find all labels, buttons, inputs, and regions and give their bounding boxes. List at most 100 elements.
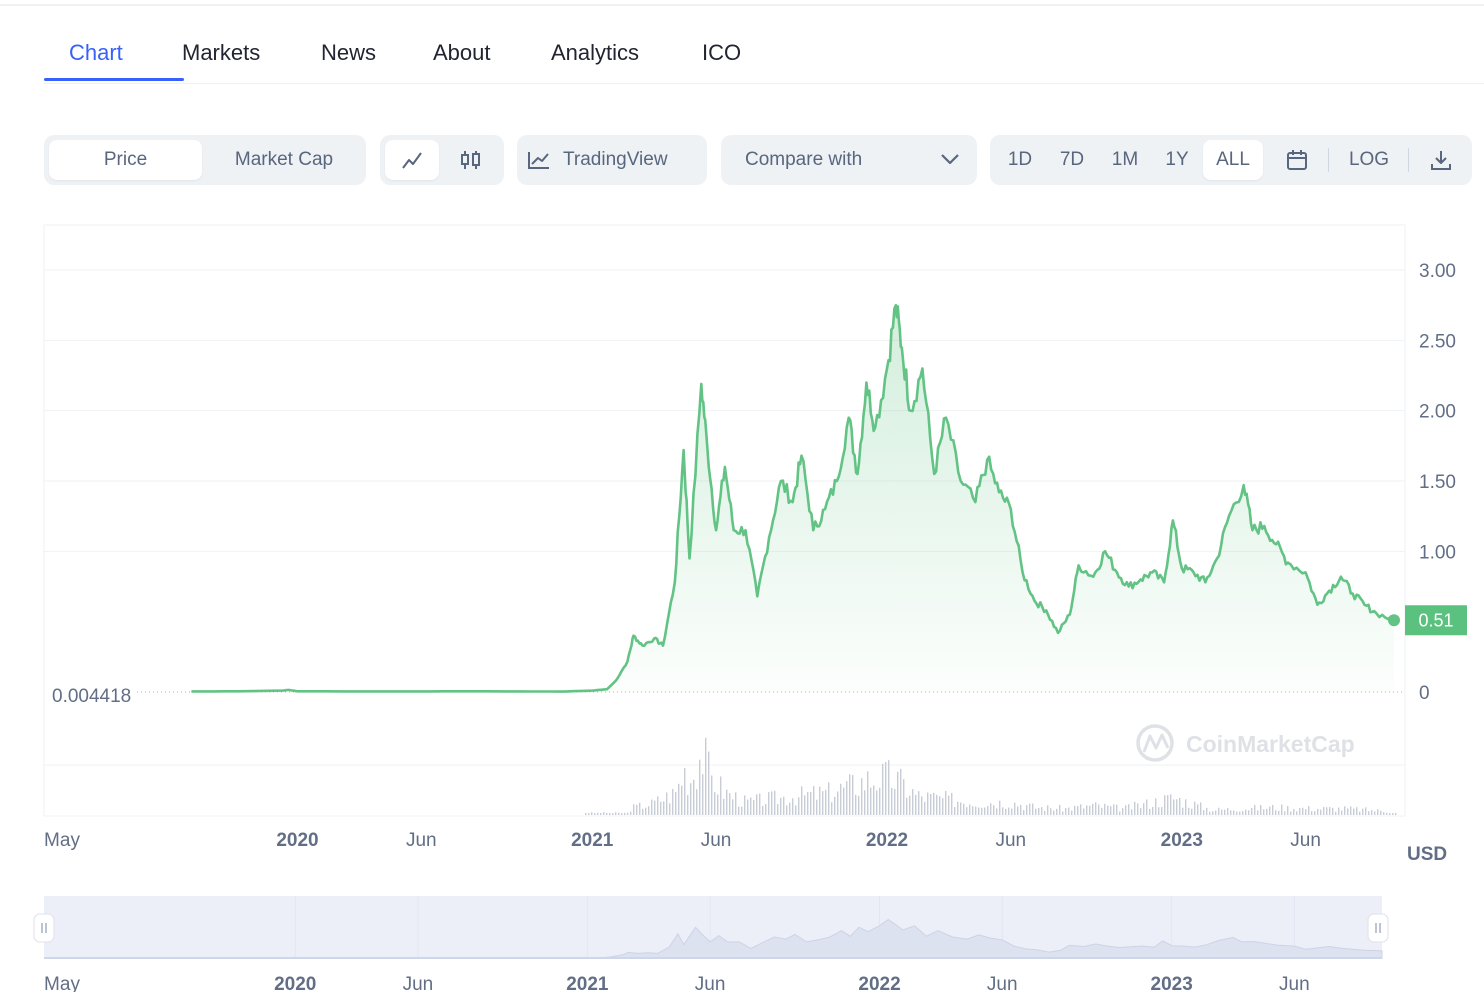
compare-with-label: Compare with: [745, 149, 863, 170]
volume-bar: [981, 807, 983, 815]
volume-bar: [687, 795, 689, 815]
volume-bar: [1005, 808, 1007, 815]
volume-bar: [966, 807, 968, 815]
log-scale-toggle[interactable]: LOG: [1348, 149, 1390, 170]
volume-bar: [1140, 807, 1142, 815]
navigator-handle-left-body[interactable]: [33, 913, 55, 943]
volume-bar: [642, 808, 644, 815]
volume-bar: [825, 789, 827, 815]
volume-bar: [828, 782, 830, 815]
volume-bar: [1170, 794, 1172, 815]
volume-bar: [1188, 807, 1190, 815]
volume-bar: [690, 783, 692, 815]
volume-bar: [1017, 806, 1019, 815]
volume-bar: [1269, 806, 1271, 815]
volume-bar: [894, 788, 896, 815]
tab-analytics[interactable]: Analytics: [551, 40, 640, 65]
market-cap-option[interactable]: Market Cap: [234, 149, 334, 170]
volume-bar: [993, 805, 995, 815]
x-tick-label: 2022: [866, 830, 908, 851]
tab-ico[interactable]: ICO: [702, 40, 742, 65]
volume-bar: [1053, 810, 1055, 815]
start-price-label: 0.004418: [52, 686, 131, 707]
tab-news[interactable]: News: [321, 40, 377, 65]
tab-markets[interactable]: Markets: [182, 40, 261, 65]
volume-bar: [744, 795, 746, 815]
volume-bar: [624, 812, 626, 815]
range-1d[interactable]: 1D: [1007, 149, 1033, 170]
volume-bar: [1311, 811, 1313, 815]
volume-bar: [639, 802, 641, 815]
volume-bar: [747, 799, 749, 815]
volume-bar: [1071, 810, 1073, 815]
volume-bar: [1242, 811, 1244, 815]
volume-bar: [609, 813, 611, 815]
volume-bar: [810, 791, 812, 815]
price-option[interactable]: Price: [49, 140, 202, 180]
volume-bar: [1122, 808, 1124, 815]
volume-bar: [1089, 805, 1091, 815]
y-tick-label: 0: [1419, 683, 1430, 704]
line-chart-button[interactable]: [385, 140, 439, 180]
range-7d[interactable]: 7D: [1059, 149, 1085, 170]
tab-chart[interactable]: Chart: [69, 40, 123, 65]
chevron-down-icon: [941, 154, 959, 165]
volume-bar: [717, 794, 719, 815]
y-tick-label: 1.00: [1419, 542, 1456, 563]
volume-bar: [1149, 808, 1151, 815]
volume-bar: [678, 783, 680, 815]
navigator-handle-left[interactable]: [33, 913, 55, 943]
volume-bar: [1287, 805, 1289, 815]
date-picker-button[interactable]: [1274, 140, 1320, 180]
volume-bar: [1128, 804, 1130, 815]
range-divider-2: [1408, 148, 1409, 172]
current-price-dot: [1388, 614, 1400, 627]
volume-bar: [1251, 808, 1253, 815]
x-tick-label: 2021: [571, 830, 614, 851]
navigator-tick-label: Jun: [987, 974, 1018, 992]
price-line: [191, 303, 1396, 693]
navigator-handle-right[interactable]: [1367, 913, 1389, 943]
volume-bar: [1221, 809, 1223, 815]
download-button[interactable]: [1418, 140, 1464, 180]
volume-bar: [852, 774, 854, 815]
range-all[interactable]: ALL: [1203, 140, 1263, 180]
price-area: [191, 305, 1394, 692]
candlestick-button[interactable]: [444, 140, 498, 180]
volume-bar: [645, 807, 647, 815]
tab-about[interactable]: About: [433, 40, 491, 65]
navigator-tick-label: 2021: [566, 974, 609, 992]
volume-bar: [597, 812, 599, 815]
volume-bar: [1359, 811, 1361, 815]
volume-bar: [705, 737, 707, 815]
volume-bar: [1056, 808, 1058, 815]
volume-bar: [1116, 804, 1118, 815]
volume-bar: [1266, 808, 1268, 815]
volume-bar: [1020, 804, 1022, 815]
range-1y[interactable]: 1Y: [1165, 149, 1189, 170]
volume-bar: [888, 760, 890, 815]
volume-bar: [1038, 808, 1040, 815]
compare-with-dropdown[interactable]: Compare with: [721, 135, 977, 185]
volume-bar: [1224, 809, 1226, 815]
volume-bar: [1113, 804, 1115, 815]
volume-bar: [1059, 805, 1061, 815]
volume-bar: [1107, 805, 1109, 815]
volume-bar: [777, 804, 779, 815]
volume-bar: [612, 813, 614, 815]
volume-bar: [915, 794, 917, 815]
volume-bar: [1239, 811, 1241, 815]
volume-bar: [1032, 803, 1034, 815]
volume-bar: [1029, 803, 1031, 815]
volume-bar: [1077, 806, 1079, 815]
volume-bar: [792, 798, 794, 815]
volume-bar: [594, 813, 596, 815]
navigator-handle-right-body[interactable]: [1367, 913, 1389, 943]
volume-bar: [984, 807, 986, 815]
volume-bar: [1209, 811, 1211, 815]
volume-bar: [627, 812, 629, 815]
range-1m[interactable]: 1M: [1111, 149, 1139, 170]
volume-bar: [906, 797, 908, 815]
tradingview-button[interactable]: TradingView: [517, 135, 707, 185]
volume-bar: [600, 813, 602, 815]
